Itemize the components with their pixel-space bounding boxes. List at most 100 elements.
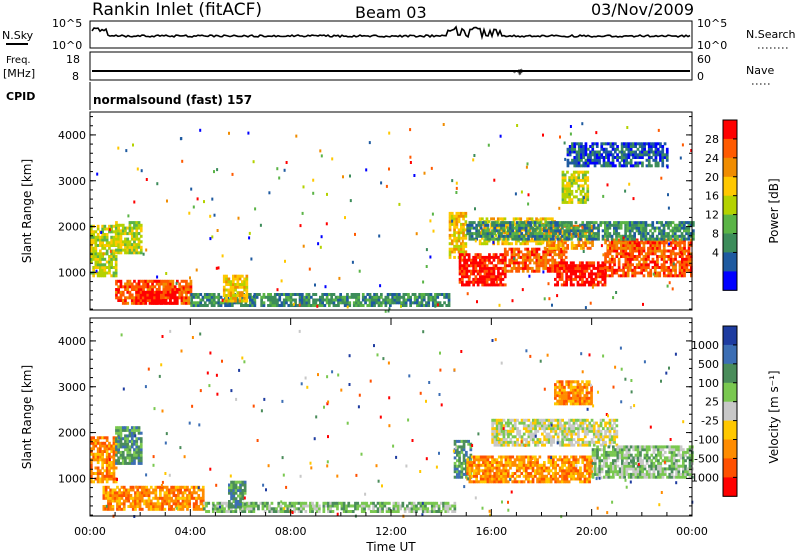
heatmap-cell — [453, 222, 456, 226]
heatmap-cell — [636, 147, 640, 151]
heatmap-cell — [230, 489, 233, 492]
heatmap-cell — [228, 486, 231, 490]
heatmap-cell — [224, 301, 227, 305]
heatmap-cell — [490, 283, 493, 287]
heatmap-cell — [645, 142, 649, 146]
heatmap-cell — [397, 510, 400, 513]
heatmap-cell — [101, 455, 104, 459]
heatmap-cell — [137, 456, 141, 460]
heatmap-cell — [590, 234, 594, 238]
heatmap-cell — [509, 232, 512, 236]
heatmap-cell — [133, 450, 136, 454]
heatmap-cell — [563, 234, 566, 238]
heatmap-cell — [604, 257, 607, 261]
heatmap-cell — [536, 234, 539, 238]
heatmap-cell — [601, 237, 605, 241]
heatmap-cell — [118, 499, 121, 503]
power-colorbar-label: Power [dB] — [767, 178, 781, 243]
heatmap-cell — [171, 301, 174, 305]
heatmap-cell — [536, 221, 539, 225]
heatmap-cell — [629, 244, 632, 247]
heatmap-cell — [346, 295, 349, 299]
heatmap-cell — [542, 261, 545, 265]
heatmap-cell — [399, 504, 402, 508]
heatmap-cell — [96, 450, 100, 453]
heatmap-cell — [490, 225, 493, 229]
heatmap-cell — [488, 253, 491, 257]
heatmap-cell — [96, 461, 100, 464]
heatmap-cell — [201, 496, 205, 500]
heatmap-cell — [468, 226, 472, 230]
heatmap-cell — [170, 485, 173, 489]
heatmap-cell — [456, 450, 459, 454]
heatmap-cell — [460, 472, 464, 476]
heatmap-cell — [676, 229, 679, 233]
heatmap-cell — [671, 221, 675, 225]
heatmap-cell — [642, 229, 645, 233]
heatmap-cell — [230, 483, 233, 487]
beam-title: Beam 03 — [355, 3, 427, 22]
heatmap-cell — [225, 277, 228, 281]
heatmap-cell — [112, 252, 116, 256]
heatmap-cell — [631, 237, 634, 241]
heatmap-cell — [137, 237, 141, 241]
heatmap-cell — [271, 301, 275, 305]
heatmap-cell — [475, 229, 478, 233]
heatmap-cell — [128, 232, 132, 236]
heatmap-cell — [103, 257, 107, 261]
heatmap-cell — [501, 242, 505, 246]
heatmap-cell — [259, 501, 262, 505]
heatmap-cell — [551, 217, 554, 221]
heatmap-cell — [520, 226, 524, 230]
heatmap-cell — [144, 299, 148, 302]
heatmap-cell — [90, 447, 93, 451]
heatmap-cell — [568, 176, 571, 180]
heatmap-cell — [187, 290, 190, 294]
heatmap-speck — [492, 240, 495, 244]
heatmap-cell — [645, 153, 649, 157]
heatmap-cell — [137, 448, 141, 452]
heatmap-cell — [617, 226, 621, 230]
heatmap-cell — [136, 494, 140, 497]
heatmap-cell — [564, 255, 568, 259]
heatmap-cell — [148, 293, 152, 297]
heatmap-cell — [561, 195, 565, 199]
heatmap-speck — [252, 301, 255, 305]
heatmap-cell — [566, 189, 569, 193]
heatmap-cell — [162, 285, 166, 289]
heatmap-cell — [501, 239, 505, 243]
heatmap-cell — [563, 195, 567, 199]
heatmap-cell — [462, 250, 465, 254]
heatmap-cell — [493, 229, 496, 233]
heatmap-cell — [536, 237, 539, 241]
heatmap-cell — [453, 247, 456, 251]
heatmap-cell — [99, 472, 102, 475]
heatmap-speck — [180, 137, 183, 140]
heatmap-cell — [433, 501, 436, 505]
heatmap-speck — [138, 232, 141, 235]
heatmap-speck — [388, 307, 391, 311]
heatmap-cell — [377, 304, 381, 307]
heatmap-cell — [118, 505, 121, 508]
heatmap-cell — [183, 488, 187, 492]
heatmap-cell — [154, 494, 158, 497]
heatmap-cell — [197, 507, 201, 511]
heatmap-cell — [613, 260, 616, 264]
heatmap-cell — [605, 142, 608, 146]
heatmap-cell — [176, 288, 179, 291]
heatmap-cell — [528, 253, 532, 257]
heatmap-cell — [632, 145, 635, 148]
heatmap-cell — [368, 298, 372, 302]
heatmap-cell — [608, 257, 612, 261]
heatmap-cell — [267, 304, 270, 307]
heatmap-cell — [662, 234, 666, 238]
heatmap-cell — [128, 296, 132, 300]
heatmap-cell — [662, 257, 666, 261]
heatmap-cell — [554, 277, 557, 281]
heatmap-cell — [605, 161, 608, 165]
heatmap-cell — [620, 142, 624, 146]
colorbar-tick-label: 16 — [705, 190, 719, 203]
heatmap-cell — [99, 271, 102, 275]
heatmap-cell — [124, 445, 127, 449]
heatmap-cell — [572, 176, 576, 180]
